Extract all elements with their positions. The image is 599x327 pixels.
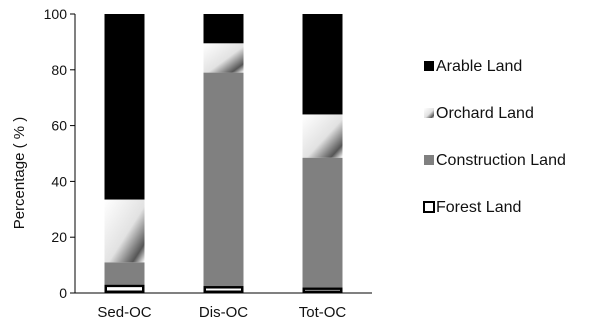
legend-label-orchard-land: Orchard Land: [436, 105, 534, 122]
legend-swatch-construction-land: [424, 155, 434, 165]
y-tick-label: 40: [51, 173, 67, 189]
legend-label-construction-land: Construction Land: [436, 152, 566, 169]
bar-orchard-land-dis-oc: [203, 43, 244, 73]
legend-swatch-arable-land: [424, 61, 434, 71]
x-axis: Sed-OC Dis-OC Tot-OC: [75, 292, 372, 321]
bar-construction-land-dis-oc: [203, 72, 244, 287]
legend-label-arable-land: Arable Land: [436, 58, 522, 75]
bar-orchard-land-tot-oc: [302, 114, 343, 158]
legend-label-forest-land: Forest Land: [436, 199, 521, 216]
y-axis: 0 20 40 60 80 100: [44, 6, 76, 301]
bar-construction-land-sed-oc: [104, 262, 145, 285]
bar-forest-land-sed-oc: [104, 284, 145, 294]
bar-forest-land-tot-oc: [302, 287, 343, 294]
y-tick-label: 80: [51, 62, 67, 78]
legend: Arable Land Orchard Land Construction Land…: [423, 58, 566, 216]
y-tick-label: 100: [44, 6, 68, 22]
bar-arable-land-dis-oc: [203, 14, 244, 44]
legend-swatch-orchard-land: [424, 108, 434, 118]
x-tick-label: Tot-OC: [299, 304, 347, 321]
bar-construction-land-tot-oc: [302, 157, 343, 288]
bar-arable-land-tot-oc: [302, 14, 343, 115]
bars: [104, 14, 343, 294]
legend-swatch-forest-land: [423, 201, 435, 213]
y-axis-title: Percentage ( % ): [11, 117, 28, 230]
bar-forest-land-dis-oc: [203, 286, 244, 293]
y-tick-label: 0: [59, 285, 67, 301]
x-tick-label: Dis-OC: [199, 304, 248, 321]
bar-arable-land-sed-oc: [104, 14, 145, 200]
y-tick-label: 20: [51, 229, 67, 245]
bar-orchard-land-sed-oc: [104, 199, 145, 263]
x-tick-label: Sed-OC: [97, 304, 151, 321]
y-tick-label: 60: [51, 118, 67, 134]
